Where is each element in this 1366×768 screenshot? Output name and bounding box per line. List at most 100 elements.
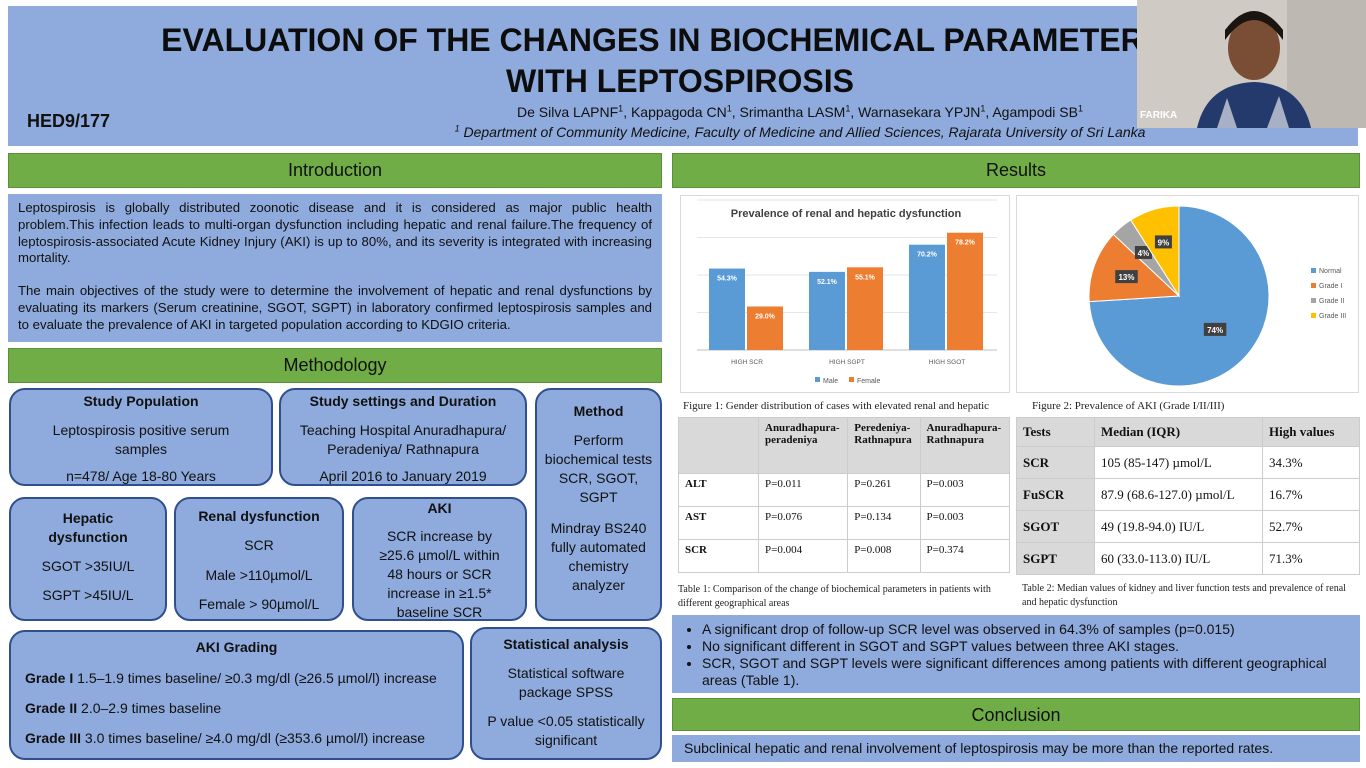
table2-header-cell: High values [1262,417,1360,447]
method-line2: Mindray BS240 fully automated chemistry … [550,520,647,593]
method-title: Method [573,403,624,419]
list-item: SCR, SGOT and SGPT levels were significa… [702,655,1350,689]
author: Kappagoda CN [630,104,727,120]
webcam-name-label: FARIKA [1140,110,1178,121]
table2-cell: 16.7% [1262,478,1360,511]
legend-swatch [815,377,820,382]
poster-title-line2: WITH LEPTOSPIROSIS [506,63,854,99]
bar [847,267,883,350]
pie-label-bg [1134,246,1152,260]
table1-cell: P=0.004 [757,539,849,573]
list-item: No significant different in SGOT and SGP… [702,638,1350,655]
chart-title: Prevalence of renal and hepatic dysfunct… [731,208,962,220]
bar-data-label: 54.3% [717,276,738,283]
study-settings-card: Study settings and Duration Teaching Hos… [279,388,527,486]
legend-label: Grade III [1319,313,1346,320]
aki-line1: SCR increase by ≥25.6 µmol/L within 48 h… [379,528,500,620]
pie-label-bg [1203,322,1227,336]
bar [709,268,745,350]
table-row: SGOT 49 (19.8-94.0) IU/L 52.7% [1016,510,1360,543]
bar-data-label: 29.0% [755,314,776,321]
x-tick-label: HIGH SGOT [929,359,966,366]
table2-cell: SGPT [1016,542,1095,575]
table2-header-cell: Median (IQR) [1094,417,1263,447]
hepatic-line1: SGOT >35IU/L [41,558,135,574]
bar [947,232,983,350]
legend-swatch [1311,283,1316,288]
list-item: A significant drop of follow-up SCR leve… [702,621,1350,638]
aki-grade-1: Grade I 1.5–1.9 times baseline/ ≥0.3 mg/… [11,669,462,688]
legend-swatch [1311,298,1316,303]
introduction-para2: The main objectives of the study were to… [18,283,652,332]
pie-slice [1088,233,1181,303]
aki-grade-2: Grade II 2.0–2.9 times baseline [11,699,462,718]
pie-data-label: 4% [1138,249,1150,258]
aki-grade-3-label: Grade III [25,730,82,746]
study-population-title: Study Population [83,393,199,409]
study-population-line2: n=478/ Age 18-80 Years [66,468,216,484]
table2-header-row: Tests Median (IQR) High values [1016,417,1360,447]
bar [909,244,945,350]
authors-line: De Silva LAPNF1, Kappagoda CN1, Srimanth… [517,103,1083,120]
table-row: FuSCR 87.9 (68.6-127.0) µmol/L 16.7% [1016,478,1360,511]
table2-cell: 105 (85-147) µmol/L [1094,446,1263,479]
table1-cell: P=0.134 [847,506,921,540]
introduction-body: Leptospirosis is globally distributed zo… [8,194,662,342]
table2-cell: 71.3% [1262,542,1360,575]
author-sup: 1 [845,103,851,114]
legend-label: Female [857,378,880,385]
poster-code: HED9/177 [27,111,111,131]
affiliation: 1 Department of Community Medicine, Facu… [300,124,1300,140]
table1-header-cell: Peredeniya-Rathnapura [847,417,921,474]
table1-caption: Table 1: Comparison of the change of bio… [678,584,991,609]
pie-chart: 74% 13% 4% 9% Normal Grade I Grade II Grade III [1088,205,1346,387]
affiliation-text: Department of Community Medicine, Facult… [463,124,1146,140]
author-sup: 1 [1077,103,1083,114]
aki-grade-3: Grade III 3.0 times baseline/ ≥4.0 mg/dl… [11,729,462,748]
study-population-line1: Leptospirosis positive serum samples [52,422,230,457]
table2-cell: SGOT [1016,510,1095,543]
aki-grade-3-text: 3.0 times baseline/ ≥4.0 mg/dl (≥353.6 µ… [84,730,426,746]
x-tick-label: HIGH SCR [731,359,763,366]
table2-cell: 49 (19.8-94.0) IU/L [1094,510,1263,543]
conclusion-body: Subclinical hepatic and renal involvemen… [672,735,1360,762]
table2-cell: FuSCR [1016,478,1095,511]
renal-line2: Male >110µmol/L [205,567,313,583]
method-card: Method Perform biochemical tests SCR, SG… [535,388,662,621]
table-row: SGPT 60 (33.0-113.0) IU/L 71.3% [1016,542,1360,575]
affil-sup: 1 [454,123,460,134]
author: Warnasekara YPJN [858,104,981,120]
bar [809,271,845,350]
statistical-analysis-card: Statistical analysis Statistical softwar… [470,627,662,760]
table1-cell: P=0.011 [757,473,849,507]
table2-cell: SCR [1016,446,1095,479]
bar-data-label: 55.1% [855,274,876,281]
pie-slice [1130,205,1180,298]
methodology-heading: Methodology [8,348,662,383]
legend-swatch [1311,268,1316,273]
results-heading: Results [672,153,1360,188]
author: Srimantha LASM [739,104,846,120]
table-row: AST P=0.076 P=0.134 P=0.003 [678,506,1011,540]
table2-cell: 52.7% [1262,510,1360,543]
study-settings-line2: April 2016 to January 2019 [319,468,487,484]
renal-title: Renal dysfunction [198,508,320,524]
table2-caption: Table 2: Median values of kidney and liv… [1022,583,1346,608]
study-settings-title: Study settings and Duration [309,393,497,409]
legend-label: Male [823,378,838,385]
poster-title-line1: EVALUATION OF THE CHANGES IN BIOCHEMICAL… [161,22,1199,58]
x-tick-label: HIGH SGPT [829,359,865,366]
table2: Tests Median (IQR) High values SCR 105 (… [1016,417,1360,575]
aki-grade-2-label: Grade II [25,700,78,716]
table1-cell: P=0.076 [757,506,849,540]
table1: Anuradhapura-peradeniya Peredeniya-Rathn… [678,417,1011,573]
bar-chart-panel: Prevalence of renal and hepatic dysfunct… [680,195,1010,393]
author: De Silva LAPNF [517,104,619,120]
table1-header-row: Anuradhapura-peradeniya Peredeniya-Rathn… [678,417,1011,474]
poster-header [8,6,1358,146]
aki-grade-2-text: 2.0–2.9 times baseline [81,700,222,716]
author-sup: 1 [980,103,986,114]
table-row: SCR 105 (85-147) µmol/L 34.3% [1016,446,1360,479]
poster-title: EVALUATION OF THE CHANGES IN BIOCHEMICAL… [20,20,1340,102]
bar-data-label: 70.2% [917,252,938,259]
